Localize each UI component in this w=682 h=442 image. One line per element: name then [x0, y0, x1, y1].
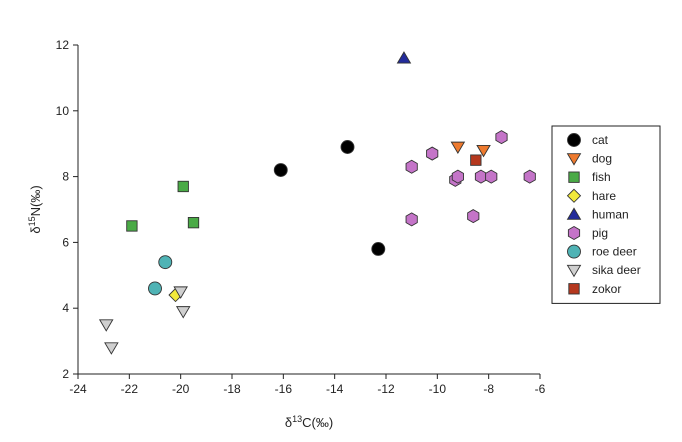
legend-label-fish: fish: [592, 170, 611, 184]
data-point-sika-deer: [173, 286, 188, 299]
legend-marker-human: [566, 207, 582, 220]
x-tick-label: -18: [223, 382, 241, 396]
data-point-pig: [485, 169, 498, 184]
x-tick-label: -14: [326, 382, 344, 396]
x-tick-label: -12: [377, 382, 395, 396]
y-tick-label: 2: [62, 367, 69, 381]
data-point-pig: [405, 212, 418, 227]
y-tick-label: 6: [62, 235, 69, 249]
legend-marker-pig: [567, 225, 581, 241]
legend-marker-zokor: [568, 283, 580, 295]
legend-label-hare: hare: [592, 189, 616, 203]
x-tick-label: -16: [275, 382, 293, 396]
data-point-pig: [495, 130, 508, 145]
data-point-cat: [340, 140, 355, 154]
data-point-cat: [371, 242, 386, 256]
legend-label-human: human: [592, 207, 629, 221]
y-tick-label: 12: [56, 38, 70, 52]
y-axis-title: δ15N(‰): [27, 185, 43, 233]
legend-label-pig: pig: [592, 226, 608, 240]
x-tick-label: -6: [535, 382, 546, 396]
data-point-pig: [451, 169, 464, 184]
data-point-zokor: [470, 154, 482, 166]
x-tick-label: -22: [121, 382, 139, 396]
data-point-sika-deer: [98, 319, 114, 332]
data-point-fish: [187, 217, 200, 229]
legend-label-sika-deer: sika deer: [592, 263, 641, 277]
data-point-roe-deer: [148, 281, 162, 296]
data-point-cat: [273, 163, 288, 177]
data-point-human: [396, 51, 412, 64]
x-tick-label: -10: [429, 382, 447, 396]
data-point-fish: [177, 180, 189, 193]
data-point-roe-deer: [158, 255, 173, 270]
y-tick-label: 8: [62, 170, 69, 184]
legend-marker-roe-deer: [567, 244, 581, 259]
y-tick-label: 4: [62, 301, 69, 315]
data-point-sika-deer: [175, 306, 191, 319]
data-point-sika-deer: [104, 342, 119, 355]
legend-marker-hare: [566, 188, 582, 203]
axes: -24 -22 -20 -18 -16 -14 -12 -10 -8 -6 2 4 6 8 10 12 δ13C…: [27, 38, 546, 430]
legend-label-dog: dog: [592, 152, 612, 166]
legend-label-zokor: zokor: [592, 282, 621, 296]
data-point-pig: [474, 169, 488, 184]
legend-label-roe-deer: roe deer: [592, 245, 637, 259]
y-tick-label: 10: [56, 104, 70, 118]
data-point-pig: [523, 169, 536, 184]
data-point-dog: [450, 141, 466, 155]
legend-marker-dog: [566, 153, 582, 166]
x-tick-label: -8: [483, 382, 494, 396]
legend: cat dog fish hare human pig roe deer sika deer z…: [551, 125, 661, 304]
data-point-pig: [405, 159, 418, 174]
x-tick-label: -20: [172, 382, 190, 396]
data-point-dog: [476, 144, 491, 158]
x-tick-label: -24: [69, 382, 87, 396]
legend-marker-fish: [568, 171, 580, 183]
data-points: [98, 51, 536, 355]
legend-marker-cat: [567, 133, 581, 147]
legend-marker-sika-deer: [566, 264, 582, 278]
data-point-fish: [126, 220, 138, 232]
x-axis-title: δ13C(‰): [285, 414, 333, 430]
data-point-pig: [467, 209, 480, 224]
data-point-pig: [426, 146, 439, 161]
legend-label-cat: cat: [592, 133, 609, 147]
